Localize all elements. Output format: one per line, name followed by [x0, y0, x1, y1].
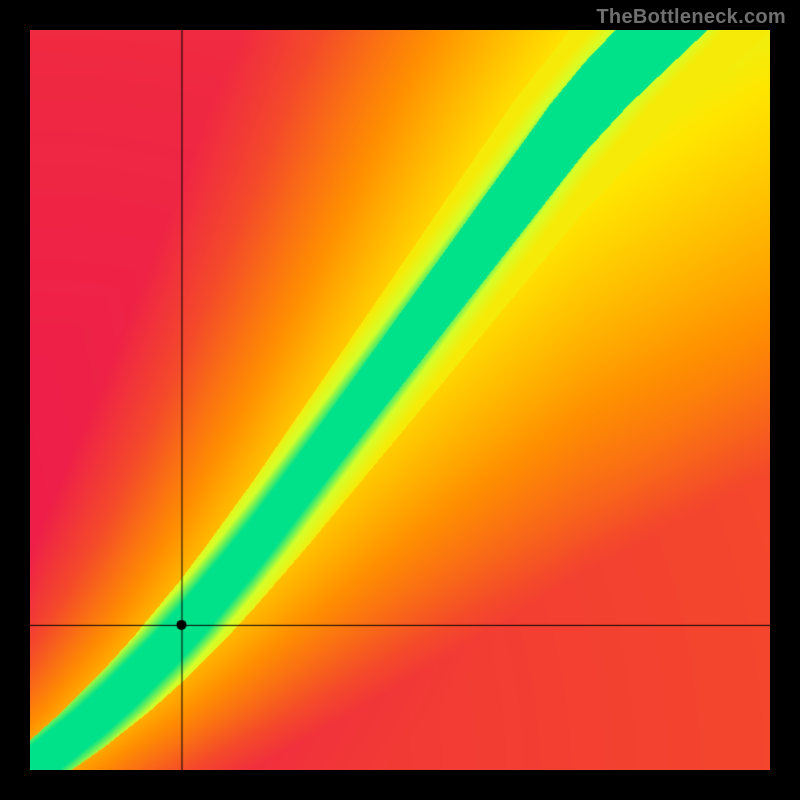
chart-container: TheBottleneck.com [0, 0, 800, 800]
watermark-text: TheBottleneck.com [596, 6, 786, 29]
bottleneck-heatmap [30, 30, 770, 770]
